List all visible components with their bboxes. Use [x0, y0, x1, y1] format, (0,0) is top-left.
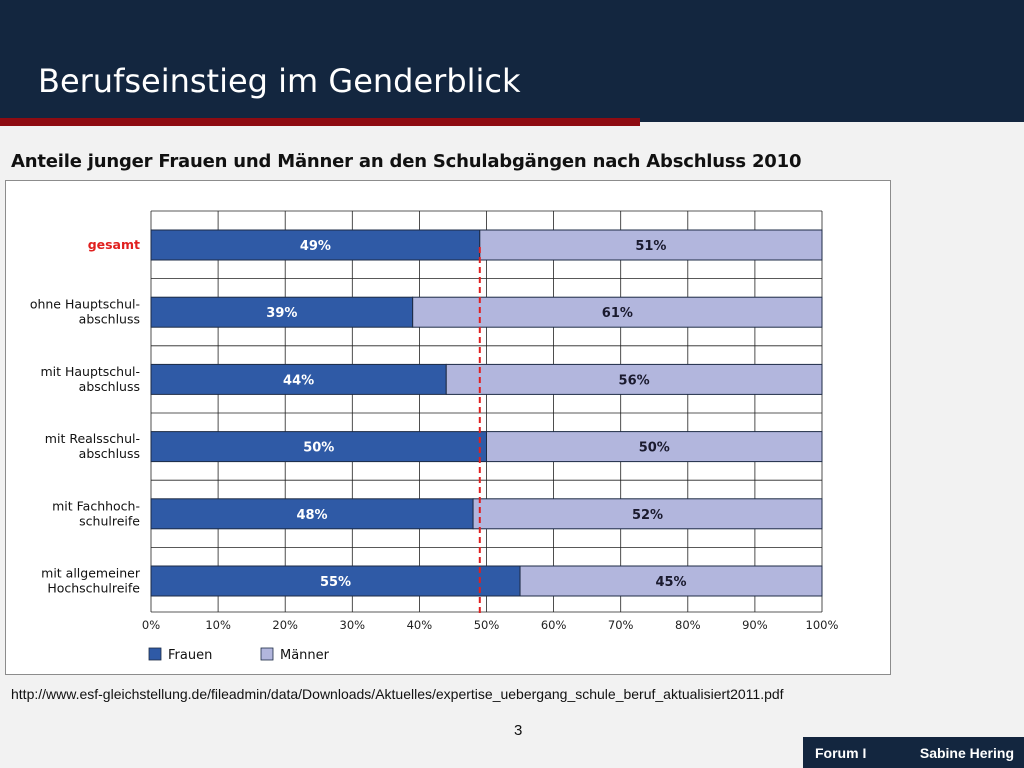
- bar-maenner: [479, 229, 823, 261]
- data-label: 39%: [266, 306, 297, 321]
- footer-author: Sabine Hering: [919, 745, 1014, 761]
- data-label: 50%: [639, 441, 670, 456]
- legend-label: Frauen: [168, 648, 212, 663]
- category-label: mit Fachhoch-: [52, 498, 140, 513]
- bar-chart: 49% 51% gesamt 39% 61% ohne Hauptschul-abschl…: [30, 210, 839, 663]
- category-label: abschluss: [79, 379, 140, 394]
- bar-frauen: [150, 296, 414, 328]
- slide-title: Berufseinstieg im Genderblick: [38, 62, 521, 100]
- category-label: mit allgemeiner: [41, 566, 141, 581]
- footer-bar: Forum I Sabine Hering: [803, 737, 1024, 768]
- tick-label: 60%: [541, 618, 567, 632]
- chart-frame: 49% 51% gesamt 39% 61% ohne Hauptschul-abschl…: [5, 180, 891, 675]
- legend-swatch-frauen: [148, 647, 162, 661]
- category-label: abschluss: [79, 312, 140, 327]
- data-label: 50%: [303, 441, 334, 456]
- tick-label: 20%: [272, 618, 298, 632]
- page-number: 3: [514, 722, 523, 739]
- tick-label: 40%: [407, 618, 433, 632]
- data-label: 56%: [619, 373, 650, 388]
- bar-maenner: [445, 363, 823, 395]
- tick-label: 70%: [608, 618, 634, 632]
- data-label: 44%: [283, 373, 314, 388]
- tick-label: 50%: [474, 618, 500, 632]
- data-label: 48%: [296, 508, 327, 523]
- legend-label: Männer: [280, 648, 330, 663]
- header-accent-rule: [0, 118, 640, 126]
- slide-header: Berufseinstieg im Genderblick: [0, 0, 1024, 122]
- legend-swatch-maenner: [260, 647, 274, 661]
- category-label: ohne Hauptschul-: [30, 297, 140, 312]
- tick-label: 10%: [205, 618, 231, 632]
- chart-title: Anteile junger Frauen und Männer an den …: [11, 151, 802, 172]
- category-label: Hochschulreife: [47, 581, 140, 596]
- data-label: 55%: [320, 575, 351, 590]
- data-label: 49%: [300, 239, 331, 254]
- category-label: gesamt: [88, 237, 140, 252]
- bar-maenner: [412, 296, 823, 328]
- tick-label: 0%: [142, 618, 160, 632]
- data-label: 52%: [632, 508, 663, 523]
- bar-maenner: [472, 498, 823, 530]
- tick-label: 30%: [340, 618, 366, 632]
- tick-label: 80%: [675, 618, 701, 632]
- category-label: abschluss: [79, 446, 140, 461]
- data-label: 61%: [602, 306, 633, 321]
- bar-maenner: [486, 431, 823, 463]
- data-label: 51%: [635, 239, 666, 254]
- footer-forum: Forum I: [815, 745, 867, 761]
- bar-maenner: [519, 565, 823, 597]
- category-label: mit Realsschul-: [45, 431, 140, 446]
- data-label: 45%: [655, 575, 686, 590]
- category-label: mit Hauptschul-: [40, 364, 140, 379]
- category-label: schulreife: [79, 513, 140, 528]
- tick-label: 100%: [806, 618, 839, 632]
- tick-label: 90%: [742, 618, 768, 632]
- source-url: http://www.esf-gleichstellung.de/fileadm…: [11, 686, 784, 702]
